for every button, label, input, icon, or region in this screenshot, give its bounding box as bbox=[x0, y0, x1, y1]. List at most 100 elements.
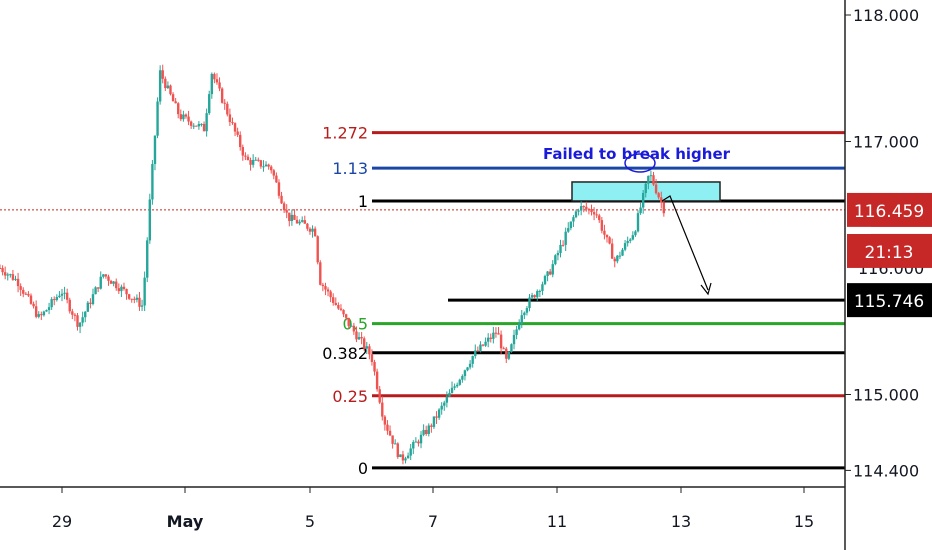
candle-body bbox=[40, 314, 43, 316]
candle-body bbox=[344, 314, 348, 318]
candle-body bbox=[89, 302, 92, 304]
fib-label-0-382: 0.382 bbox=[322, 344, 368, 363]
candle-body bbox=[414, 441, 418, 443]
candle-body bbox=[350, 325, 353, 327]
candle-body bbox=[272, 170, 275, 176]
candle-body bbox=[649, 175, 653, 177]
candle-body bbox=[171, 94, 175, 102]
candle-body bbox=[455, 384, 459, 387]
candle-body bbox=[393, 443, 397, 445]
candle-body bbox=[1, 268, 4, 273]
candle-body bbox=[463, 370, 467, 377]
candle-body bbox=[174, 101, 177, 104]
candle-body bbox=[368, 346, 371, 355]
candle-body bbox=[161, 70, 164, 79]
candle-body bbox=[618, 255, 622, 257]
candle-body bbox=[288, 212, 291, 222]
candle-body bbox=[156, 101, 159, 136]
candle-body bbox=[574, 211, 578, 218]
candle-body bbox=[45, 310, 48, 312]
candle-body bbox=[536, 291, 539, 298]
candle-body bbox=[634, 231, 637, 236]
candle-body bbox=[505, 348, 508, 359]
candle-body bbox=[140, 305, 144, 307]
price-tag-label: 115.746 bbox=[854, 292, 924, 312]
candle-body bbox=[205, 113, 208, 132]
candle-body bbox=[9, 274, 12, 276]
candle-body bbox=[347, 317, 350, 326]
candle-body bbox=[109, 280, 113, 284]
candle-body bbox=[590, 209, 593, 213]
candle-body bbox=[406, 455, 410, 459]
candle-body bbox=[466, 367, 469, 371]
candle-body bbox=[579, 206, 583, 211]
x-axis[interactable]: 29 May 5 7 11 13 15 bbox=[52, 487, 814, 531]
candle-body bbox=[603, 230, 606, 235]
candle-body bbox=[275, 175, 278, 183]
arrow-head bbox=[700, 282, 712, 296]
candle-body bbox=[32, 303, 35, 307]
candle-body bbox=[572, 217, 575, 222]
candle-body bbox=[453, 386, 456, 388]
candle-body bbox=[53, 299, 56, 301]
candle-body bbox=[6, 274, 9, 276]
candle-body bbox=[507, 351, 511, 359]
candle-body bbox=[556, 253, 560, 256]
candle-body bbox=[63, 292, 66, 294]
failure-marker bbox=[624, 153, 656, 173]
candle-body bbox=[523, 312, 526, 316]
x-tick-label: 11 bbox=[547, 512, 567, 531]
candle-body bbox=[450, 387, 454, 393]
candle-body bbox=[639, 207, 642, 214]
candle-body bbox=[510, 344, 513, 352]
fib-label-0-25: 0.25 bbox=[332, 387, 368, 406]
candle-body bbox=[494, 332, 498, 334]
candle-body bbox=[548, 271, 552, 275]
candle-body bbox=[587, 209, 591, 211]
price-tag-label: 116.459 bbox=[854, 202, 924, 222]
candle-body bbox=[610, 243, 614, 259]
candle-body bbox=[231, 122, 234, 124]
candle-body bbox=[130, 298, 133, 300]
candle-body bbox=[564, 231, 567, 245]
candle-body bbox=[197, 123, 201, 127]
candle-body bbox=[373, 362, 376, 372]
candle-body bbox=[326, 289, 330, 292]
candle-body bbox=[613, 258, 616, 262]
candle-body bbox=[582, 206, 585, 208]
candle-body bbox=[303, 220, 306, 224]
candle-body bbox=[78, 322, 82, 327]
candle-body bbox=[241, 147, 245, 156]
candle-body bbox=[254, 159, 257, 161]
candle-body bbox=[290, 214, 294, 222]
candle-body bbox=[73, 314, 77, 316]
candle-body bbox=[605, 234, 609, 238]
annotation-failed-to-break-higher: Failed to break higher bbox=[543, 145, 731, 163]
candle-body bbox=[267, 164, 270, 167]
candle-body bbox=[378, 389, 381, 403]
candle-body bbox=[600, 220, 604, 231]
candle-body bbox=[99, 276, 102, 289]
candle-body bbox=[528, 297, 531, 309]
candle-body bbox=[662, 202, 666, 214]
candle-body bbox=[86, 302, 90, 312]
candle-body bbox=[365, 346, 368, 349]
candle-body bbox=[443, 402, 446, 406]
candle-body bbox=[246, 156, 250, 161]
candle-body bbox=[102, 274, 105, 277]
y-tick-label: 117.000 bbox=[853, 133, 919, 152]
candle-body bbox=[484, 341, 487, 346]
candle-body bbox=[166, 85, 170, 89]
price-tag-label: 21:13 bbox=[865, 243, 914, 263]
candle-body bbox=[42, 311, 46, 316]
candle-body bbox=[34, 306, 38, 317]
candle-body bbox=[652, 175, 655, 185]
candle-body bbox=[386, 424, 389, 431]
candle-body bbox=[76, 315, 79, 327]
candle-body bbox=[68, 299, 71, 312]
candle-body bbox=[319, 262, 322, 285]
candle-body bbox=[308, 228, 312, 232]
candle-body bbox=[115, 281, 118, 289]
